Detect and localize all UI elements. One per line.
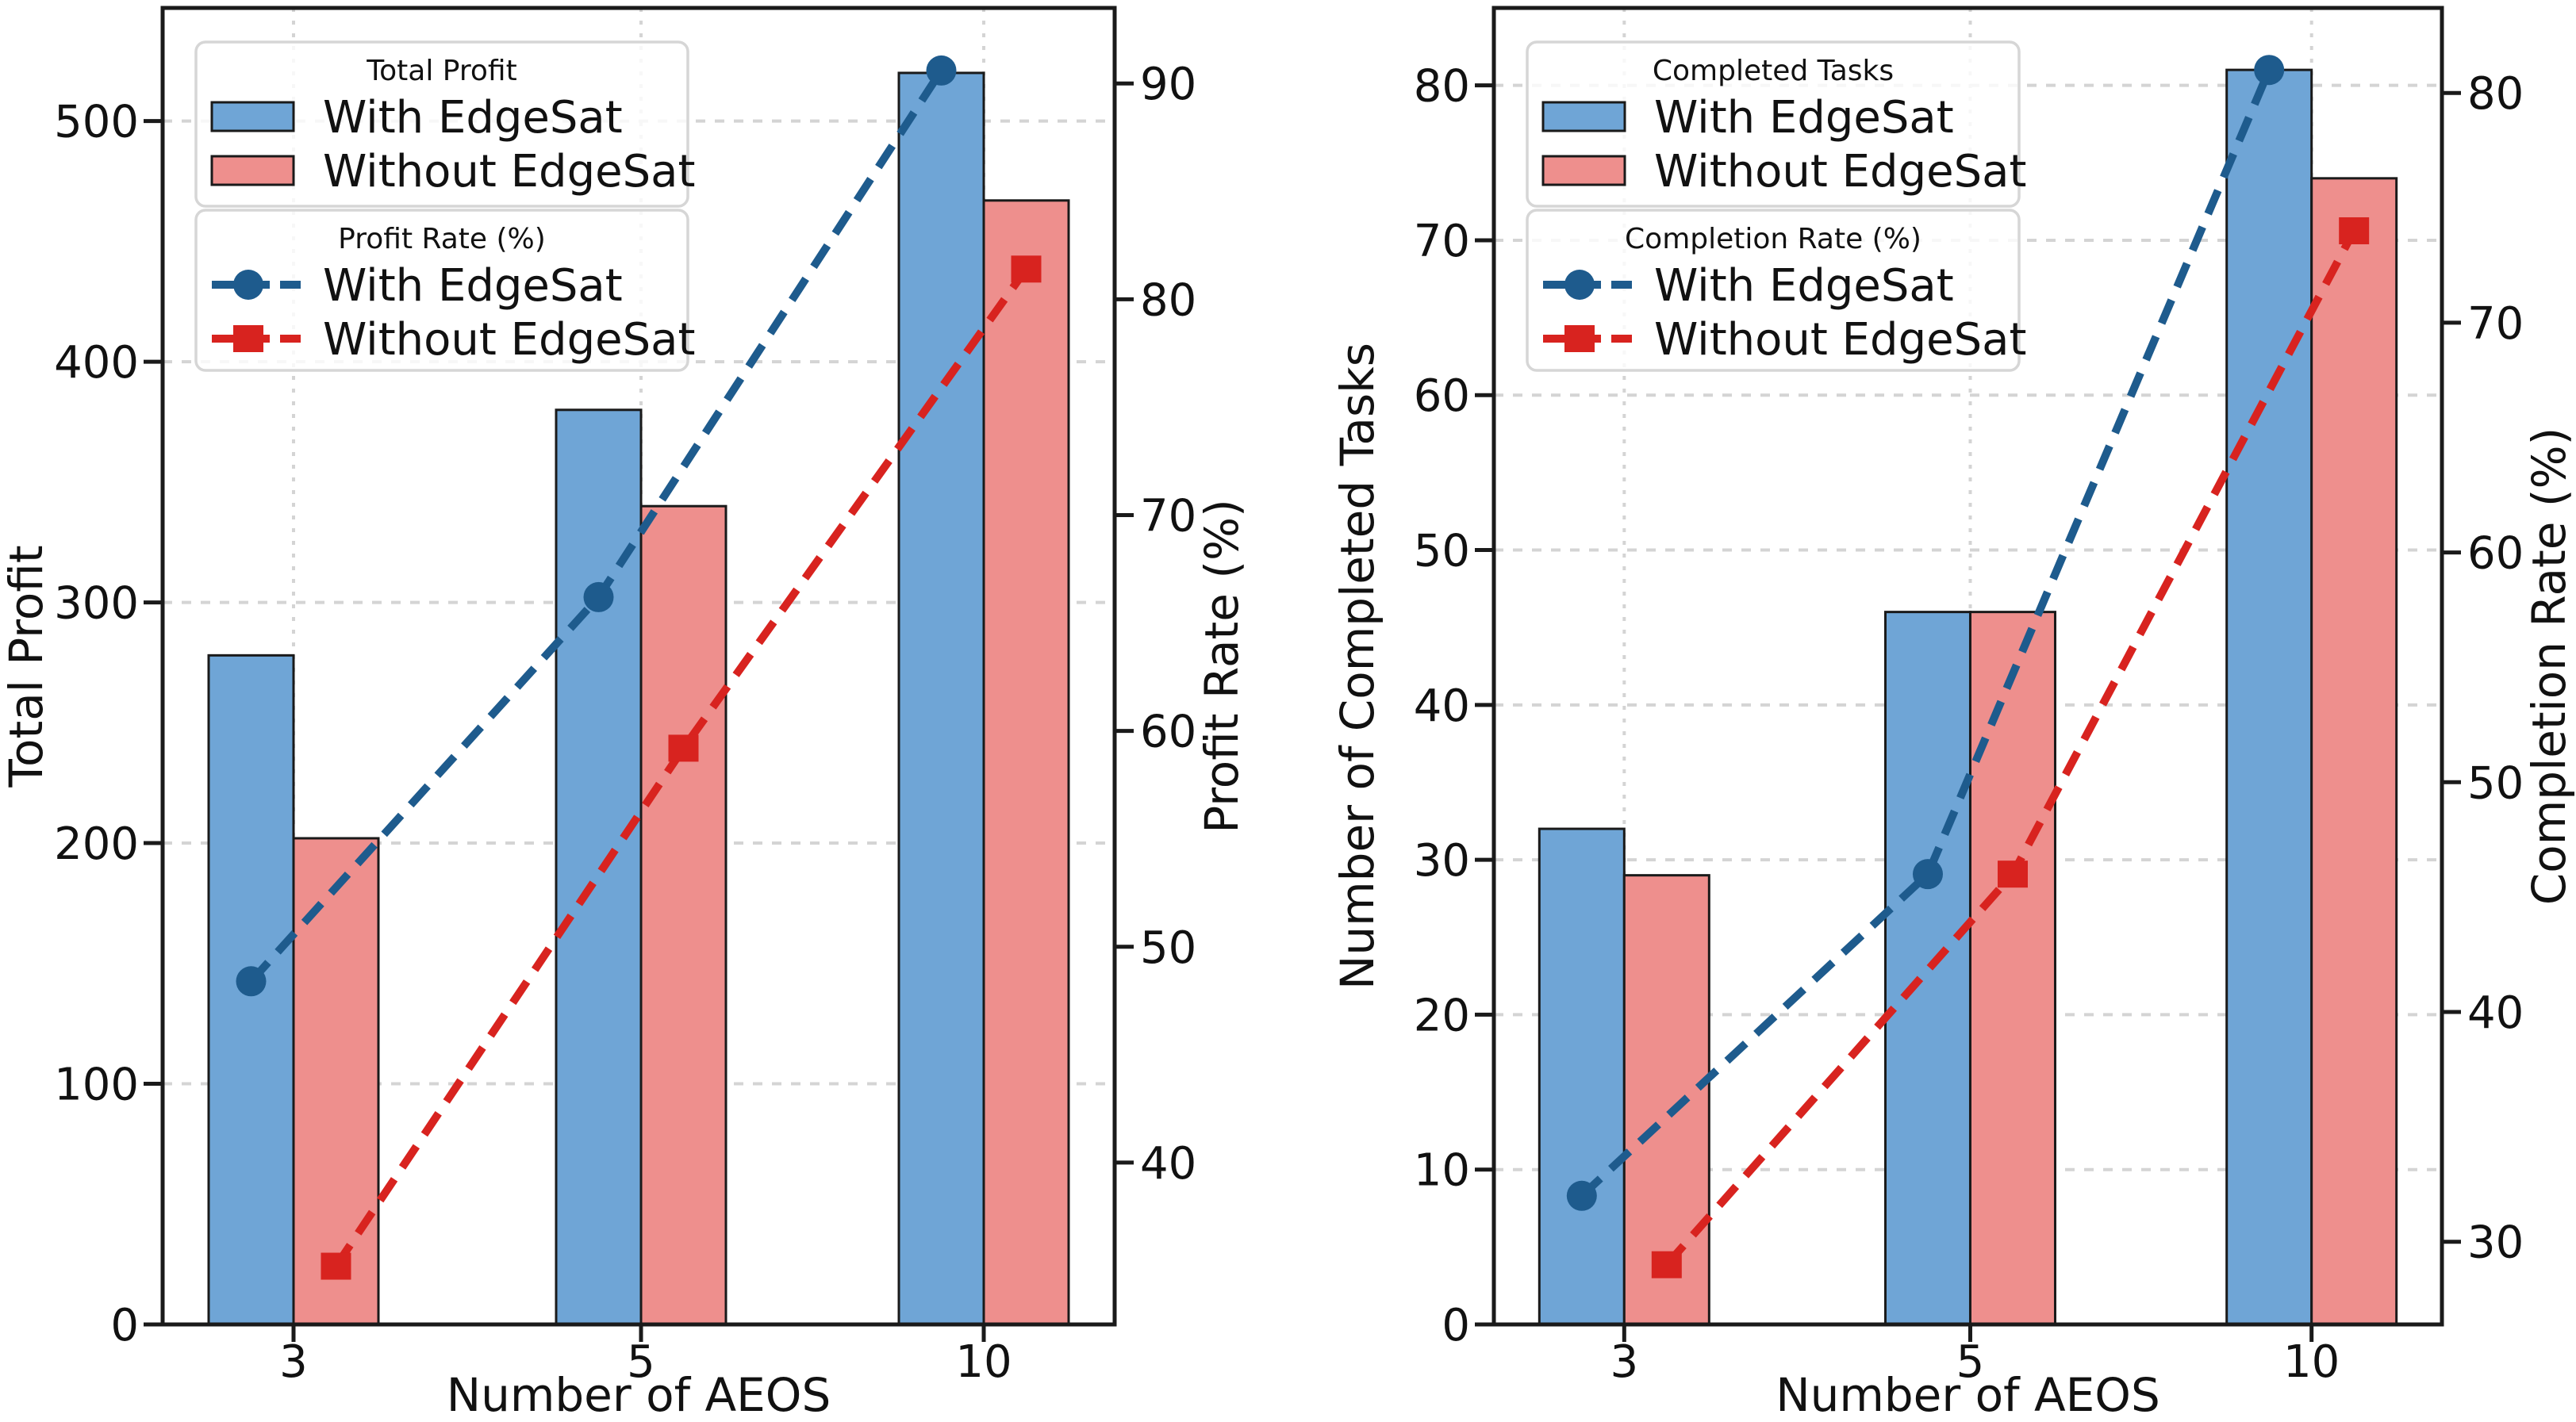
legend-title: Profit Rate (%) bbox=[338, 223, 546, 255]
legend-box bbox=[1526, 40, 2021, 208]
plot-frame bbox=[1491, 6, 2444, 1327]
circle-marker-with-edgesat bbox=[2254, 55, 2285, 86]
line-without-edgesat bbox=[332, 266, 1030, 1269]
bar-without-edgesat bbox=[2310, 177, 2398, 1326]
legend-entry-label: With EdgeSat bbox=[323, 92, 623, 144]
y-tick-label: 100 bbox=[54, 1060, 139, 1111]
bar-without-edgesat bbox=[639, 504, 727, 1326]
line-with-edgesat bbox=[1579, 68, 2273, 1199]
legend-entry-label: Without EdgeSat bbox=[1654, 314, 2026, 366]
legend-circle-marker bbox=[1564, 270, 1595, 300]
legend-swatch-with-edgesat bbox=[1541, 101, 1626, 132]
y2-tick-label: 60 bbox=[1140, 707, 1196, 758]
x-axis-label: Number of AEOS bbox=[1776, 1368, 2160, 1422]
bar-without-edgesat bbox=[982, 199, 1070, 1326]
y-tick-label: 0 bbox=[110, 1300, 139, 1351]
y-tick-label: 10 bbox=[1414, 1145, 1470, 1197]
x-tick-label: 10 bbox=[955, 1336, 1012, 1388]
y-tick-label: 200 bbox=[54, 818, 139, 870]
y-axis-label: Number of Completed Tasks bbox=[1330, 343, 1384, 990]
y2-tick-label: 70 bbox=[1140, 491, 1196, 542]
plot-frame bbox=[160, 6, 1117, 1327]
square-marker-without-edgesat bbox=[1011, 255, 1042, 283]
circle-marker-with-edgesat bbox=[1912, 859, 1943, 890]
square-marker-without-edgesat bbox=[1651, 1251, 1682, 1278]
y2-tick-label: 50 bbox=[1140, 922, 1196, 974]
y-tick-label: 70 bbox=[1414, 216, 1470, 267]
bar-with-edgesat bbox=[1883, 611, 1971, 1326]
y-tick-label: 80 bbox=[1414, 61, 1470, 113]
bar-without-edgesat bbox=[1968, 611, 2056, 1326]
legend-entry-label: Without EdgeSat bbox=[1654, 146, 2026, 197]
square-marker-without-edgesat bbox=[2339, 217, 2370, 245]
y2-tick-label: 80 bbox=[2467, 68, 2524, 120]
y-tick-label: 400 bbox=[54, 337, 139, 389]
circle-marker-with-edgesat bbox=[1566, 1180, 1597, 1211]
y-tick-label: 40 bbox=[1414, 680, 1470, 732]
legend-swatch-with-edgesat bbox=[210, 101, 295, 132]
y-tick-label: 60 bbox=[1414, 370, 1470, 422]
legend-title: Total Profit bbox=[366, 55, 516, 87]
legend-swatch-without-edgesat bbox=[210, 155, 295, 186]
y-tick-label: 20 bbox=[1414, 990, 1470, 1041]
y2-tick-label: 30 bbox=[2467, 1217, 2524, 1269]
y-tick-label: 0 bbox=[1442, 1300, 1470, 1351]
legend-square-marker bbox=[1564, 325, 1595, 352]
circle-marker-with-edgesat bbox=[236, 966, 267, 997]
square-marker-without-edgesat bbox=[668, 734, 699, 762]
x-axis-label: Number of AEOS bbox=[447, 1368, 831, 1422]
legend-circle-marker bbox=[233, 270, 263, 300]
y2-tick-label: 50 bbox=[2467, 757, 2524, 809]
x-tick-label: 5 bbox=[627, 1336, 655, 1388]
legend-box bbox=[194, 40, 689, 208]
legend-entry-label: Without EdgeSat bbox=[323, 314, 695, 366]
bar-with-edgesat bbox=[897, 71, 985, 1326]
square-marker-without-edgesat bbox=[1997, 860, 2028, 888]
y2-tick-label: 80 bbox=[1140, 274, 1196, 326]
legend-title: Completion Rate (%) bbox=[1625, 223, 1921, 255]
bar-with-edgesat bbox=[1538, 827, 1626, 1326]
y2-tick-label: 40 bbox=[1140, 1138, 1196, 1190]
y-axis-label: Total Profit bbox=[0, 545, 53, 788]
x-tick-label: 3 bbox=[1610, 1336, 1638, 1388]
y-tick-label: 500 bbox=[54, 97, 139, 148]
y2-axis-label: Completion Rate (%) bbox=[2522, 427, 2576, 905]
legend-swatch-without-edgesat bbox=[1541, 155, 1626, 186]
x-tick-label: 3 bbox=[279, 1336, 308, 1388]
chart-tasks: 0 10 20 30 40 50 60 70 80 30 40 50 60 70 80 3 5 10 Number … bbox=[1330, 6, 2576, 1422]
y2-tick-label: 60 bbox=[2467, 528, 2524, 580]
x-tick-label: 10 bbox=[2283, 1336, 2340, 1388]
square-marker-without-edgesat bbox=[321, 1252, 351, 1280]
y2-axis-label: Profit Rate (%) bbox=[1195, 499, 1249, 834]
legend-entry-label: With EdgeSat bbox=[1654, 260, 1954, 312]
legend-entry-label: With EdgeSat bbox=[1654, 92, 1954, 144]
bar-with-edgesat bbox=[2225, 68, 2313, 1326]
y2-tick-label: 40 bbox=[2467, 987, 2524, 1039]
circle-marker-with-edgesat bbox=[583, 581, 614, 612]
legend-square-marker bbox=[233, 325, 263, 352]
circle-marker-with-edgesat bbox=[926, 55, 957, 86]
y-tick-label: 50 bbox=[1414, 526, 1470, 577]
x-tick-label: 5 bbox=[1956, 1336, 1985, 1388]
y-tick-label: 30 bbox=[1414, 835, 1470, 887]
y2-tick-label: 90 bbox=[1140, 59, 1196, 110]
legend-box bbox=[1526, 209, 2021, 372]
legend-title: Completed Tasks bbox=[1653, 55, 1894, 87]
legend-entry-label: With EdgeSat bbox=[323, 260, 623, 312]
chart-profit: 0 100 200 300 400 500 40 50 60 70 80 90 3 5 10 Number o… bbox=[0, 6, 1249, 1422]
legend-entry-label: Without EdgeSat bbox=[323, 146, 695, 197]
legend-box bbox=[194, 209, 689, 372]
y2-tick-label: 70 bbox=[2467, 298, 2524, 350]
y-tick-label: 300 bbox=[54, 578, 139, 630]
bar-without-edgesat bbox=[292, 837, 380, 1326]
bar-with-edgesat bbox=[555, 408, 643, 1326]
